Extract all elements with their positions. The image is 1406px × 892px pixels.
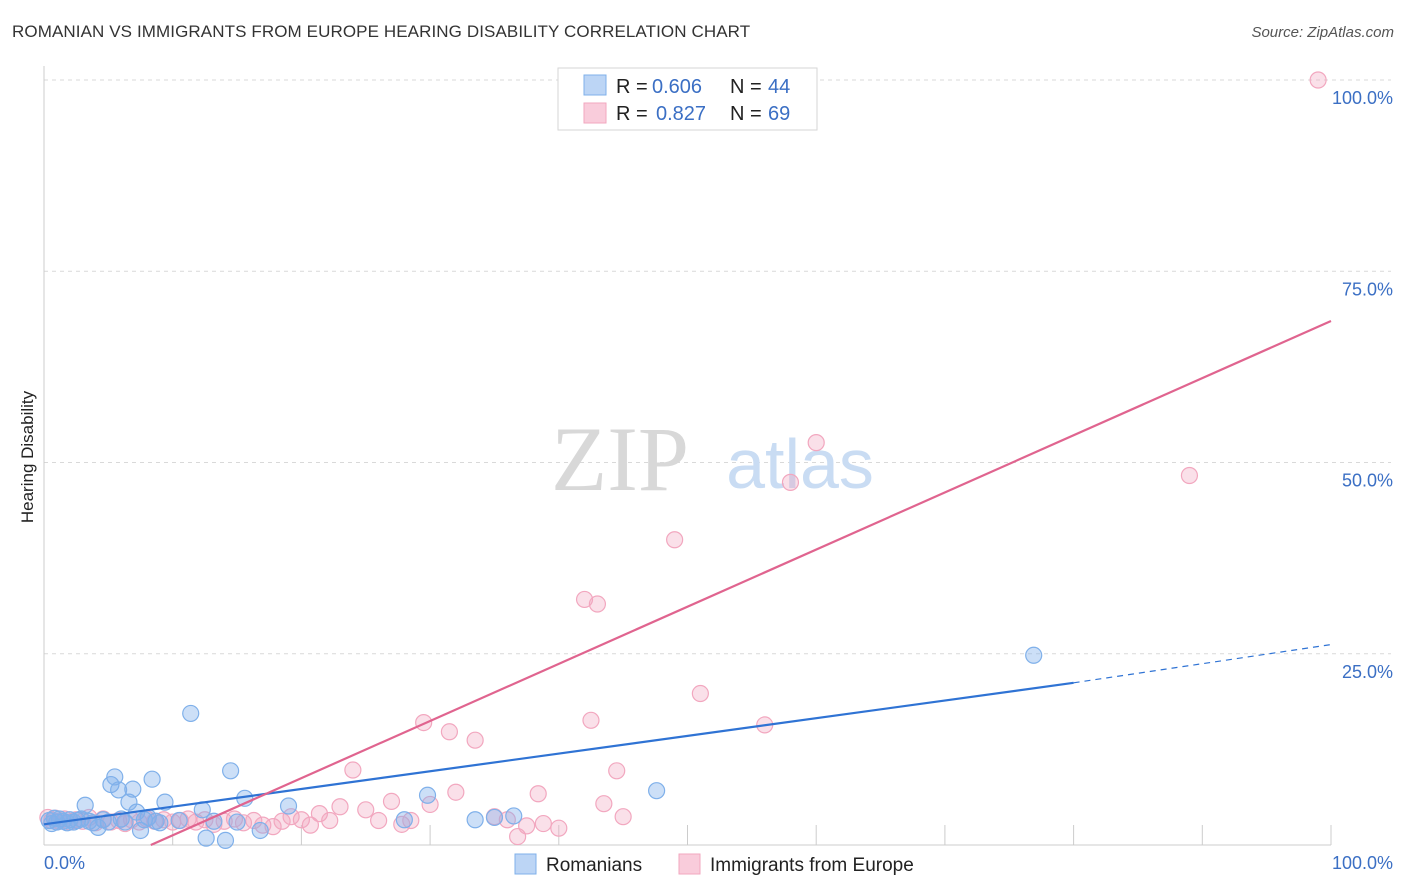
data-point-immigrants <box>331 798 349 816</box>
data-point-romanians <box>106 768 124 786</box>
data-point-romanians <box>197 829 215 847</box>
legend-n-label-1: N = <box>730 76 762 98</box>
legend-n-value-2: 69 <box>768 103 790 125</box>
trend-line-immigrants <box>150 319 1332 847</box>
data-point-romanians <box>216 831 235 850</box>
legend-n-label-2: N = <box>730 103 762 125</box>
source-label: Source: ZipAtlas.com <box>1251 24 1394 41</box>
bottom-legend: Romanians Immigrants from Europe <box>514 853 914 876</box>
data-point-immigrants <box>781 473 800 491</box>
data-point-immigrants <box>529 785 547 803</box>
data-point-romanians <box>251 821 269 840</box>
y-tick-label: 25.0% <box>1342 662 1393 682</box>
data-point-immigrants <box>447 783 465 801</box>
data-point-immigrants <box>440 723 459 741</box>
data-point-romanians <box>182 704 200 723</box>
trend-line-romanians <box>43 681 1074 826</box>
data-point-immigrants <box>582 711 600 729</box>
data-point-immigrants <box>301 816 320 834</box>
data-point-immigrants <box>518 817 536 835</box>
data-point-immigrants <box>1309 71 1327 89</box>
data-point-immigrants <box>595 795 613 813</box>
gridlines <box>44 79 1391 655</box>
data-point-immigrants <box>245 811 263 830</box>
data-point-immigrants <box>614 808 632 826</box>
data-point-romanians <box>110 781 128 799</box>
data-point-romanians <box>505 807 523 825</box>
watermark-atlas: atlas <box>726 425 874 503</box>
watermark: ZIP atlas <box>551 408 874 510</box>
data-point-immigrants <box>1180 466 1199 485</box>
data-point-romanians <box>279 797 298 815</box>
data-point-romanians <box>99 813 117 831</box>
bottom-legend-romanians: Romanians <box>546 855 642 876</box>
data-point-immigrants <box>393 815 411 833</box>
axes <box>43 66 1332 846</box>
top-legend: R = 0.606 N = 44 R = 0.827 N = 69 <box>557 67 818 131</box>
data-point-immigrants <box>344 761 362 779</box>
y-axis-label: Hearing Disability <box>18 390 37 523</box>
data-point-romanians <box>228 813 246 831</box>
data-point-immigrants <box>466 731 484 749</box>
x-tick-label: 100.0% <box>1332 853 1393 873</box>
legend-n-value-1: 44 <box>768 76 790 98</box>
data-point-immigrants <box>292 811 310 829</box>
data-point-romanians <box>131 821 150 840</box>
y-tick-label: 100.0% <box>1332 88 1393 108</box>
legend-r-label-1: R = <box>616 76 648 98</box>
data-point-romanians <box>395 811 413 829</box>
legend-r-label-2: R = <box>616 103 648 125</box>
x-tick-label: 0.0% <box>44 853 85 873</box>
data-point-immigrants <box>807 434 825 452</box>
legend-r-value-1: 0.606 <box>652 76 702 98</box>
data-point-romanians <box>124 780 142 798</box>
data-point-romanians <box>143 770 161 788</box>
data-point-immigrants <box>382 792 401 810</box>
data-point-immigrants <box>534 814 552 833</box>
data-point-immigrants <box>321 811 339 830</box>
data-point-immigrants <box>370 811 388 830</box>
bottom-legend-swatch-immigrants <box>678 853 701 875</box>
bottom-legend-swatch-romanians <box>514 853 537 875</box>
bottom-legend-immigrants: Immigrants from Europe <box>710 855 914 876</box>
watermark-zip: ZIP <box>551 408 689 510</box>
legend-r-value-2: 0.827 <box>656 103 706 125</box>
data-point-immigrants <box>550 819 568 837</box>
data-point-immigrants <box>357 801 375 819</box>
data-point-immigrants <box>273 812 291 830</box>
data-point-romanians <box>466 811 484 829</box>
data-point-immigrants <box>666 531 684 549</box>
data-point-romanians <box>151 814 169 832</box>
data-point-romanians <box>1025 646 1043 664</box>
data-point-romanians <box>418 786 437 804</box>
y-tick-label: 50.0% <box>1342 471 1393 491</box>
data-point-immigrants <box>588 595 607 613</box>
data-point-immigrants <box>608 762 626 780</box>
tick-labels: 25.0% 50.0% 75.0% 100.0% 0.0% 100.0% <box>44 88 1393 873</box>
data-point-immigrants <box>415 713 433 732</box>
y-tick-label: 75.0% <box>1342 279 1393 299</box>
trend-line-romanians-extension <box>1073 643 1332 684</box>
legend-swatch-blue <box>583 74 607 96</box>
data-point-immigrants <box>282 808 300 826</box>
trend-lines <box>43 319 1332 847</box>
chart-title: ROMANIAN VS IMMIGRANTS FROM EUROPE HEARI… <box>12 22 751 41</box>
data-point-romanians <box>222 762 240 780</box>
data-point-romanians <box>170 811 188 830</box>
data-point-immigrants <box>575 590 594 609</box>
data-point-romanians <box>485 808 504 827</box>
data-point-immigrants <box>402 811 420 830</box>
data-point-romanians <box>648 782 666 800</box>
data-point-immigrants <box>691 684 709 703</box>
legend-swatch-pink <box>583 102 607 124</box>
data-point-immigrants <box>225 810 244 828</box>
data-point-romanians <box>76 796 94 814</box>
data-point-immigrants <box>264 818 282 836</box>
data-point-immigrants <box>234 814 253 832</box>
data-point-immigrants <box>310 805 329 823</box>
